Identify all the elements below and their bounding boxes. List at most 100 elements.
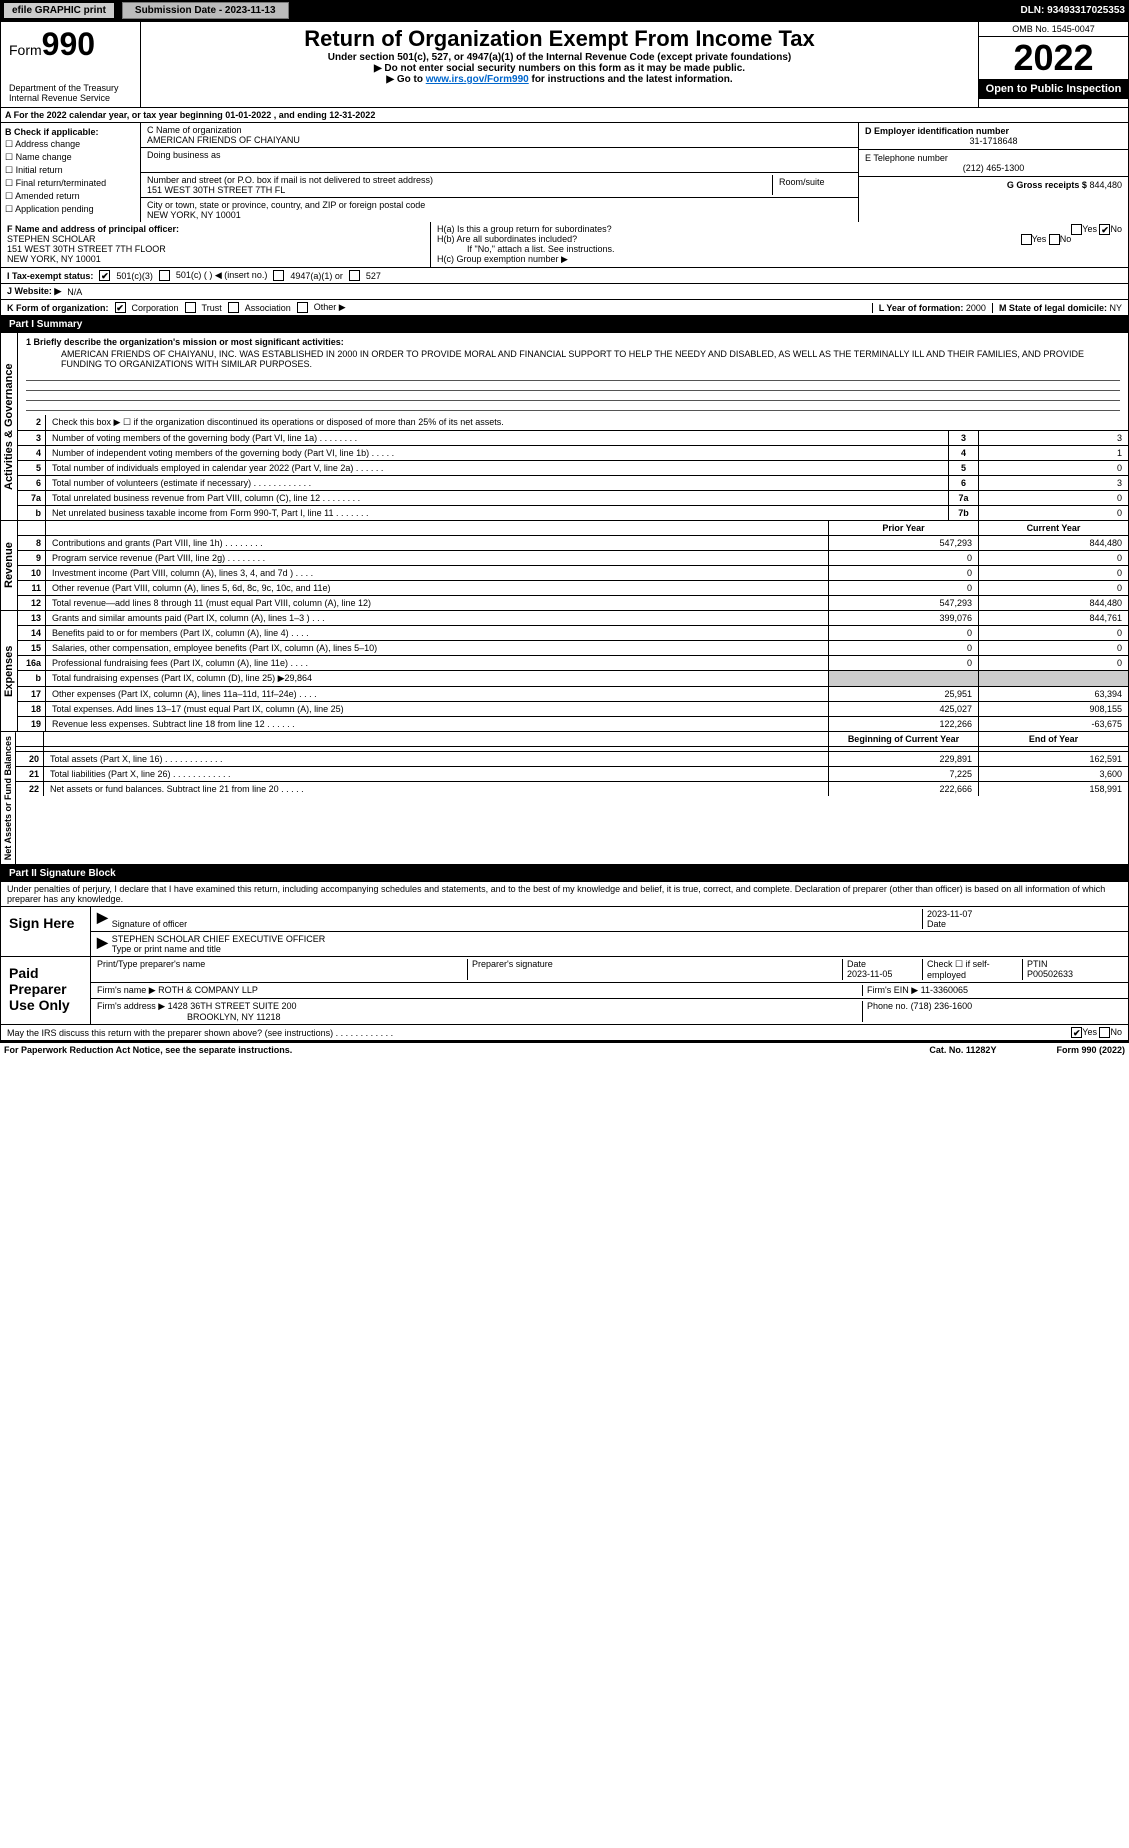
hb-no[interactable] xyxy=(1049,234,1060,245)
line3-desc: Number of voting members of the governin… xyxy=(46,431,948,445)
cb-amended[interactable]: ☐ Amended return xyxy=(5,191,136,202)
expenses-table: Expenses 13Grants and similar amounts pa… xyxy=(0,611,1129,732)
k-corp[interactable]: ✔ xyxy=(115,302,126,313)
cb-address-change[interactable]: ☐ Address change xyxy=(5,139,136,150)
line15-desc: Salaries, other compensation, employee b… xyxy=(46,641,828,655)
h-column: H(a) Is this a group return for subordin… xyxy=(431,222,1128,267)
irs-label: Internal Revenue Service xyxy=(9,93,132,103)
d-label: D Employer identification number xyxy=(865,126,1009,136)
k-assoc[interactable] xyxy=(228,302,239,313)
end-year-hdr: End of Year xyxy=(978,732,1128,746)
form-word: Form xyxy=(9,42,42,58)
dln-label: DLN: 93493317025353 xyxy=(1020,5,1125,16)
date-label: Date xyxy=(927,919,946,929)
discuss-row: May the IRS discuss this return with the… xyxy=(0,1025,1129,1041)
dba-label: Doing business as xyxy=(147,150,852,160)
website-value: N/A xyxy=(67,287,82,297)
l-label: L Year of formation: xyxy=(879,303,964,313)
sign-here-label: Sign Here xyxy=(1,907,91,956)
submission-date-button[interactable]: Submission Date - 2023-11-13 xyxy=(122,2,289,19)
line8-curr: 844,480 xyxy=(978,536,1128,550)
open-public-label: Open to Public Inspection xyxy=(979,79,1128,99)
cb-final-return[interactable]: ☐ Final return/terminated xyxy=(5,178,136,189)
line10-curr: 0 xyxy=(978,566,1128,580)
hb-note: If "No," attach a list. See instructions… xyxy=(437,244,1122,254)
line14-curr: 0 xyxy=(978,626,1128,640)
k-other[interactable] xyxy=(297,302,308,313)
line12-prior: 547,293 xyxy=(828,596,978,610)
main-info-block: B Check if applicable: ☐ Address change … xyxy=(0,123,1129,222)
line7a-desc: Total unrelated business revenue from Pa… xyxy=(46,491,948,505)
cb-application[interactable]: ☐ Application pending xyxy=(5,204,136,215)
line21-curr: 3,600 xyxy=(978,767,1128,781)
footer-left: For Paperwork Reduction Act Notice, see … xyxy=(4,1045,292,1055)
line8-desc: Contributions and grants (Part VIII, lin… xyxy=(46,536,828,550)
omb-number: OMB No. 1545-0047 xyxy=(979,22,1128,37)
line18-prior: 425,027 xyxy=(828,702,978,716)
line18-desc: Total expenses. Add lines 13–17 (must eq… xyxy=(46,702,828,716)
sign-date: 2023-11-07 xyxy=(927,909,972,919)
line12-curr: 844,480 xyxy=(978,596,1128,610)
k-trust[interactable] xyxy=(185,302,196,313)
ha-yes[interactable] xyxy=(1071,224,1082,235)
i-4947[interactable] xyxy=(273,270,284,281)
cb-name-change[interactable]: ☐ Name change xyxy=(5,152,136,163)
blank-line xyxy=(26,391,1120,401)
discuss-no[interactable] xyxy=(1099,1027,1110,1038)
prior-year-hdr: Prior Year xyxy=(828,521,978,535)
line17-desc: Other expenses (Part IX, column (A), lin… xyxy=(46,687,828,701)
line16a-curr: 0 xyxy=(978,656,1128,670)
paid-preparer-label: Paid Preparer Use Only xyxy=(1,957,91,1024)
city-label: City or town, state or province, country… xyxy=(147,200,852,210)
hb-yes[interactable] xyxy=(1021,234,1032,245)
line16b-desc: Total fundraising expenses (Part IX, col… xyxy=(46,671,828,686)
year-box: OMB No. 1545-0047 2022 Open to Public In… xyxy=(978,22,1128,107)
tab-governance: Activities & Governance xyxy=(1,333,18,520)
i-527[interactable] xyxy=(349,270,360,281)
begin-year-hdr: Beginning of Current Year xyxy=(828,732,978,746)
i-label: I Tax-exempt status: xyxy=(7,271,93,281)
ein-value: 31-1718648 xyxy=(865,136,1122,146)
subtitle-3-pre: ▶ Go to xyxy=(386,74,425,85)
irs-link[interactable]: www.irs.gov/Form990 xyxy=(426,74,529,85)
line20-prior: 229,891 xyxy=(828,752,978,766)
g-label: G Gross receipts $ xyxy=(1007,180,1087,190)
i-501c3[interactable]: ✔ xyxy=(99,270,110,281)
line18-curr: 908,155 xyxy=(978,702,1128,716)
ptin-value: P00502633 xyxy=(1027,969,1073,979)
ha-no[interactable]: ✔ xyxy=(1099,224,1110,235)
line22-prior: 222,666 xyxy=(828,782,978,796)
prep-date: 2023-11-05 xyxy=(847,969,892,979)
line1-label: 1 Briefly describe the organization's mi… xyxy=(26,337,344,347)
discuss-yes[interactable]: ✔ xyxy=(1071,1027,1082,1038)
line12-desc: Total revenue—add lines 8 through 11 (mu… xyxy=(46,596,828,610)
line8-prior: 547,293 xyxy=(828,536,978,550)
footer-right: Form 990 (2022) xyxy=(1056,1045,1125,1055)
i-501c[interactable] xyxy=(159,270,170,281)
footer: For Paperwork Reduction Act Notice, see … xyxy=(0,1043,1129,1057)
b-column: B Check if applicable: ☐ Address change … xyxy=(1,123,141,222)
f-h-row: F Name and address of principal officer:… xyxy=(0,222,1129,268)
arrow-icon: ▶ xyxy=(97,909,108,929)
f-column: F Name and address of principal officer:… xyxy=(1,222,431,267)
firm-name: ROTH & COMPANY LLP xyxy=(158,985,258,995)
title-box: Return of Organization Exempt From Incom… xyxy=(141,22,978,107)
tab-netassets: Net Assets or Fund Balances xyxy=(1,732,16,864)
line15-prior: 0 xyxy=(828,641,978,655)
cb-initial-return[interactable]: ☐ Initial return xyxy=(5,165,136,176)
preparer-block: Paid Preparer Use Only Print/Type prepar… xyxy=(0,957,1129,1025)
summary-table: Activities & Governance 1 Briefly descri… xyxy=(0,333,1129,521)
subtitle-3-post: for instructions and the latest informat… xyxy=(529,74,733,85)
discuss-question: May the IRS discuss this return with the… xyxy=(7,1028,393,1038)
ptin-label: PTIN xyxy=(1027,959,1048,969)
line19-curr: -63,675 xyxy=(978,717,1128,731)
self-emp-label: Check ☐ if self-employed xyxy=(922,959,1022,980)
sig-officer-label: Signature of officer xyxy=(112,919,187,929)
prep-date-label: Date xyxy=(847,959,866,969)
line9-curr: 0 xyxy=(978,551,1128,565)
line11-curr: 0 xyxy=(978,581,1128,595)
tab-revenue: Revenue xyxy=(1,521,18,610)
line22-desc: Net assets or fund balances. Subtract li… xyxy=(44,782,828,796)
line7a-val: 0 xyxy=(978,491,1128,505)
l-value: 2000 xyxy=(966,303,986,313)
